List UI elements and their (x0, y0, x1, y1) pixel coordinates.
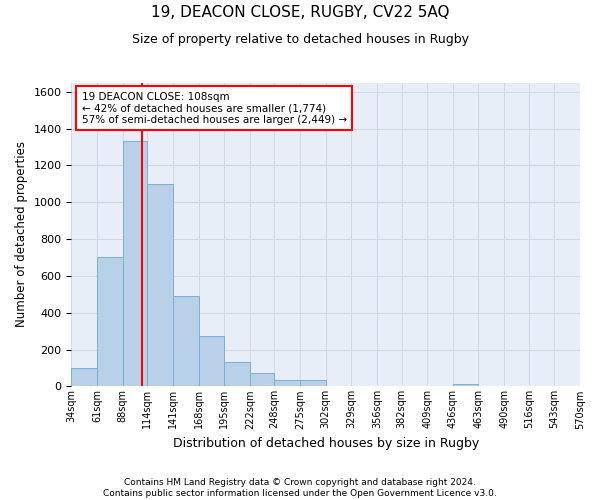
Bar (71, 368, 97, 386)
Bar (122, 142, 148, 386)
Text: Contains HM Land Registry data © Crown copyright and database right 2024.
Contai: Contains HM Land Registry data © Crown c… (103, 478, 497, 498)
Bar (148, 184, 173, 386)
Bar (199, 336, 224, 386)
Bar (224, 362, 250, 386)
Bar (97, 258, 122, 386)
Text: 19 DEACON CLOSE: 108sqm
← 42% of detached houses are smaller (1,774)
57% of semi: 19 DEACON CLOSE: 108sqm ← 42% of detache… (82, 92, 347, 125)
Text: 19, DEACON CLOSE, RUGBY, CV22 5AQ: 19, DEACON CLOSE, RUGBY, CV22 5AQ (151, 5, 449, 20)
Bar (173, 296, 199, 386)
Bar (250, 374, 274, 386)
Y-axis label: Number of detached properties: Number of detached properties (15, 142, 28, 328)
Bar (300, 380, 326, 386)
X-axis label: Distribution of detached houses by size in Rugby: Distribution of detached houses by size … (173, 437, 479, 450)
Bar (274, 380, 300, 386)
Bar (453, 384, 478, 386)
Text: Size of property relative to detached houses in Rugby: Size of property relative to detached ho… (131, 32, 469, 46)
